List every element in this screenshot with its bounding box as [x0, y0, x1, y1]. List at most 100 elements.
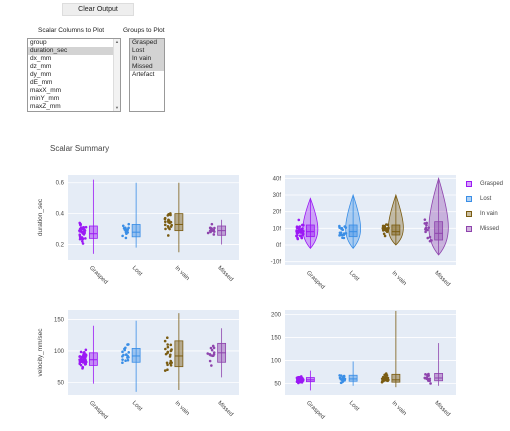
data-point [206, 352, 210, 355]
data-point [300, 227, 304, 231]
data-point [208, 359, 212, 363]
box [88, 352, 98, 366]
data-point [341, 376, 344, 379]
plot-area [285, 175, 456, 265]
data-point [297, 380, 301, 384]
data-point [166, 368, 169, 372]
data-point [387, 227, 390, 230]
data-point [79, 223, 82, 227]
data-point [340, 226, 344, 230]
data-point [300, 234, 304, 237]
data-point [210, 348, 214, 352]
scalar-option[interactable]: dy_mm [30, 71, 52, 78]
group-option[interactable]: Grasped [130, 39, 164, 47]
data-point [164, 220, 167, 224]
groups-label: Groups to Plot [123, 27, 165, 34]
scalar-option[interactable]: dz_mm [30, 63, 52, 70]
data-point [78, 221, 82, 225]
x-tick-label: Lost [131, 265, 143, 277]
y-tick-label: 50 [57, 380, 64, 386]
legend-item[interactable]: In vain [466, 206, 503, 221]
data-point [124, 346, 127, 350]
scalar-option[interactable]: group [30, 39, 47, 46]
group-option[interactable]: Lost [130, 47, 164, 55]
data-point [78, 362, 82, 366]
group-option[interactable]: Artefact [132, 71, 155, 78]
scroll-up-icon[interactable]: ▲ [115, 39, 119, 44]
data-point [428, 235, 432, 239]
scalar-option[interactable]: maxX_mm [30, 87, 62, 94]
y-tick-label: 150 [271, 336, 282, 342]
data-point [212, 233, 216, 236]
data-point [297, 231, 301, 234]
data-point [425, 223, 428, 227]
data-point [297, 376, 301, 380]
data-point [383, 234, 387, 238]
data-point [339, 381, 343, 385]
scroll-down-icon[interactable]: ▼ [115, 105, 119, 110]
scalar-option[interactable]: duration_sec [28, 47, 120, 55]
data-point [429, 382, 432, 385]
data-point [166, 234, 170, 237]
data-point [164, 347, 167, 351]
y-tick-label: 150 [54, 317, 65, 323]
data-point [300, 381, 304, 384]
data-point [164, 352, 168, 356]
scalar-option[interactable]: dx_mm [30, 55, 52, 62]
data-point [210, 227, 213, 230]
box [174, 213, 184, 232]
data-point [123, 348, 127, 352]
box [348, 374, 358, 382]
box [434, 221, 444, 241]
data-point [428, 379, 432, 383]
y-tick-label: 100 [54, 349, 65, 355]
x-tick-label: Grasped [305, 270, 326, 291]
data-point [210, 229, 214, 232]
groups-select[interactable]: Grasped Lost In vain Missed Artefact [129, 38, 165, 112]
group-option[interactable]: In vain [130, 55, 164, 63]
x-tick-label: Missed [216, 265, 234, 283]
x-tick-label: Grasped [88, 400, 109, 421]
data-point [78, 360, 82, 364]
scalar-option[interactable]: dE_mm [30, 79, 53, 86]
data-point [121, 234, 124, 238]
box [131, 348, 141, 363]
data-point [121, 224, 125, 228]
legend-item[interactable]: Lost [466, 191, 503, 206]
data-point [427, 372, 430, 376]
data-point [342, 236, 346, 240]
data-point [302, 223, 305, 227]
legend-item[interactable]: Grasped [466, 176, 503, 191]
legend-item[interactable]: Missed [466, 221, 503, 236]
data-point [430, 239, 433, 242]
data-point [344, 232, 348, 235]
x-tick-label: In vain [390, 400, 407, 417]
x-tick-label: In vain [173, 265, 190, 282]
data-point [383, 373, 386, 377]
data-point [428, 377, 432, 381]
scalar-scrollbar[interactable]: ▲ ▼ [113, 39, 120, 111]
data-point [82, 351, 86, 355]
data-point [169, 212, 172, 215]
scalar-option[interactable]: maxZ_mm [30, 103, 61, 110]
data-point [383, 378, 387, 382]
data-point [124, 236, 128, 240]
data-point [298, 225, 301, 229]
data-point [211, 354, 215, 358]
group-option[interactable]: Missed [130, 63, 164, 71]
y-tick-label: 0.2 [56, 243, 65, 249]
y-tick-label: 100 [271, 359, 282, 365]
scalar-option[interactable]: minY_mm [30, 95, 60, 102]
clear-output-button[interactable]: Clear Output [62, 3, 134, 16]
data-point [164, 227, 167, 231]
data-point [295, 233, 299, 237]
box [434, 373, 444, 382]
scalar-columns-select[interactable]: group duration_sec dx_mm dz_mm dy_mm dE_mm max… [27, 38, 121, 112]
y-tick-label: 10f [273, 226, 282, 232]
data-point [169, 353, 172, 357]
x-tick-label: Lost [131, 400, 143, 412]
data-point [81, 237, 85, 240]
data-point [426, 377, 430, 381]
data-point [296, 236, 299, 240]
legend-swatch [466, 180, 472, 187]
